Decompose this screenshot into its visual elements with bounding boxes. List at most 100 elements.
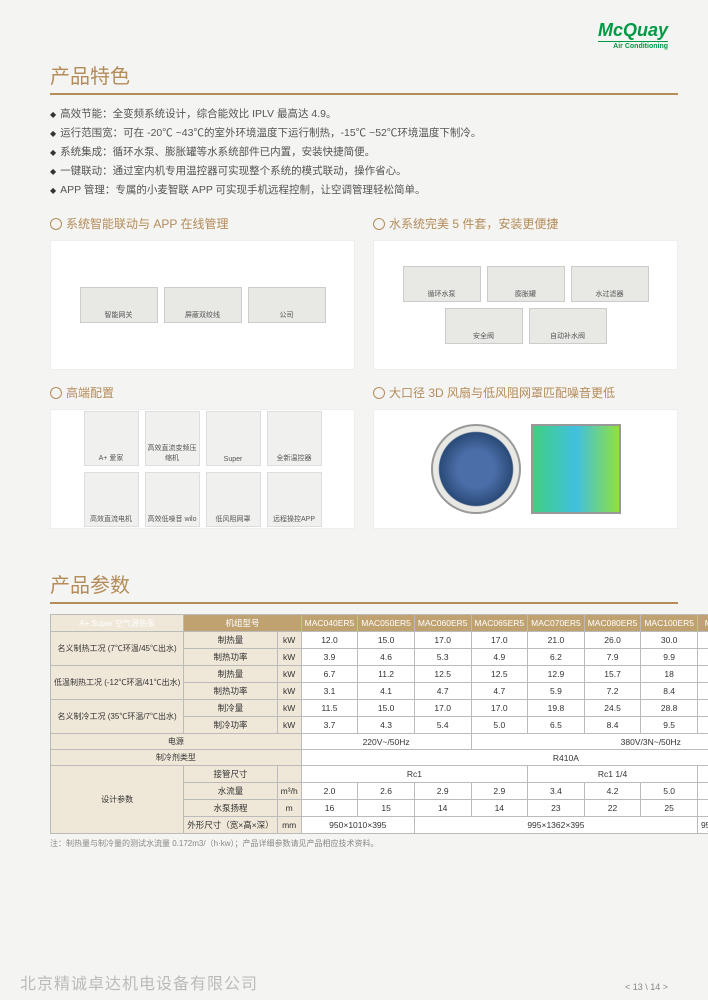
- table-cell: 14: [471, 800, 528, 817]
- table-cell: 9.5: [641, 717, 698, 734]
- table-cell: 2.9: [471, 783, 528, 800]
- feature-bullet: 系统集成：循环水泵、膨胀罐等水系统部件已内置，安装快捷简便。: [50, 143, 678, 162]
- table-cell: 4.9: [471, 649, 528, 666]
- table-cell: 22: [584, 800, 641, 817]
- table-cell: 15.0: [358, 632, 415, 649]
- feature-bullet: 一键联动：通过室内机专用温控器可实现整个系统的模式联动，操作省心。: [50, 162, 678, 181]
- table-cell: 950×1010×395: [301, 817, 414, 834]
- row-name: 制热量: [184, 666, 277, 683]
- system-part: 公司: [248, 287, 326, 323]
- row-name: 制热功率: [184, 683, 277, 700]
- config-item: 高效低噪音 wilo: [145, 472, 200, 527]
- row-unit: kW: [277, 717, 301, 734]
- table-cell: 5.3: [414, 649, 471, 666]
- row-group: 低温制热工况 (-12℃环温/41℃出水): [51, 666, 184, 700]
- table-header-model: MAC060ER5: [414, 615, 471, 632]
- row-unit: kW: [277, 649, 301, 666]
- water-part: 水过滤器: [571, 266, 649, 302]
- table-cell: 2.0: [301, 783, 358, 800]
- config-item: 远程操控APP: [267, 472, 322, 527]
- section-title-spec: 产品参数: [50, 569, 678, 604]
- row-name: 水泵扬程: [184, 800, 277, 817]
- table-header-model: MAC080ER5: [584, 615, 641, 632]
- table-cell: 3.7: [301, 717, 358, 734]
- config-item: A+ 爱家: [84, 411, 139, 466]
- table-cell: 5.4: [414, 717, 471, 734]
- table-cell: 17.0: [414, 700, 471, 717]
- row-design: 设计参数: [51, 766, 184, 834]
- table-cell: 10.8: [697, 649, 708, 666]
- table-cell: 2.9: [414, 783, 471, 800]
- table-cell: Rc1 1/4: [528, 766, 698, 783]
- table-cell: 5.0: [471, 717, 528, 734]
- table-cell: 4.6: [358, 649, 415, 666]
- row-name: 水流量: [184, 783, 277, 800]
- table-cell: 4.3: [358, 717, 415, 734]
- table-cell: 5.9: [528, 683, 585, 700]
- feature-bullet: APP 管理：专属的小麦智联 APP 可实现手机远程控制，让空调管理轻松简单。: [50, 181, 678, 200]
- table-cell: 5.0: [641, 783, 698, 800]
- spec-table: A+ Super 空气源热泵机组型号MAC040ER5MAC050ER5MAC0…: [50, 614, 708, 834]
- table-cell: 21.0: [528, 632, 585, 649]
- row-unit: kW: [277, 666, 301, 683]
- feature-bullet: 高效节能：全变频系统设计，综合能效比 IPLV 最高达 4.9。: [50, 105, 678, 124]
- table-cell: 4.7: [471, 683, 528, 700]
- footnote: 注：制热量与制冷量的测试水流量 0.172m3/（h·kw）；产品详细参数请见产…: [50, 838, 678, 849]
- row-unit: mm: [277, 817, 301, 834]
- water-part: 膨胀罐: [487, 266, 565, 302]
- table-cell: 12.5: [471, 666, 528, 683]
- table-cell: 3.9: [301, 649, 358, 666]
- table-cell: 28.8: [641, 700, 698, 717]
- feature-bullet: 运行范围宽：可在 -20℃ ~43℃的室外环境温度下运行制热，-15℃ ~52℃…: [50, 124, 678, 143]
- row-refrig: 制冷剂类型: [51, 750, 302, 766]
- feature-bullets: 高效节能：全变频系统设计，综合能效比 IPLV 最高达 4.9。运行范围宽：可在…: [50, 105, 678, 199]
- config-item: 低风阻网罩: [206, 472, 261, 527]
- table-header-model: MAC050ER5: [358, 615, 415, 632]
- table-cell: 220V~/50Hz: [301, 734, 471, 750]
- table-cell: 12.9: [528, 666, 585, 683]
- table-cell: 17.0: [414, 632, 471, 649]
- table-cell: 30.0: [641, 632, 698, 649]
- table-cell: R410A: [301, 750, 708, 766]
- table-cell: 4.1: [358, 683, 415, 700]
- table-cell: 16: [301, 800, 358, 817]
- logo-text: McQuay: [598, 20, 668, 41]
- row-name: 接管尺寸: [184, 766, 277, 783]
- water-part: 循环水泵: [403, 266, 481, 302]
- row-group: 名义制热工况 (7℃环温/45℃出水): [51, 632, 184, 666]
- config-item: Super: [206, 411, 261, 466]
- table-cell: 10.4: [697, 717, 708, 734]
- table-cell: 11.2: [358, 666, 415, 683]
- row-name: 制冷功率: [184, 717, 277, 734]
- page-number: < 13 \ 14 >: [625, 982, 668, 992]
- table-cell: 25: [641, 800, 698, 817]
- row-unit: [277, 766, 301, 783]
- table-header-model: MAC065ER5: [471, 615, 528, 632]
- row-unit: m: [277, 800, 301, 817]
- watermark: 北京精诚卓达机电设备有限公司: [20, 970, 258, 994]
- row-unit: kW: [277, 632, 301, 649]
- table-cell: 20: [697, 666, 708, 683]
- row-unit: kW: [277, 683, 301, 700]
- table-cell: 8.4: [584, 717, 641, 734]
- table-cell: 15.7: [584, 666, 641, 683]
- table-cell: Rc1 1/4: [697, 766, 708, 783]
- subtitle-config: 高端配置: [50, 384, 355, 401]
- brand-logo: McQuay Air Conditioning: [598, 20, 668, 50]
- table-cell: 23: [528, 800, 585, 817]
- table-cell: 950×1780×844: [697, 817, 708, 834]
- row-power: 电源: [51, 734, 302, 750]
- table-cell: 24.5: [584, 700, 641, 717]
- table-cell: 18: [641, 666, 698, 683]
- table-cell: 380V/3N~/50Hz: [471, 734, 708, 750]
- config-item: 全新温控器: [267, 411, 322, 466]
- table-cell: 5.8: [697, 783, 708, 800]
- row-name: 制冷量: [184, 700, 277, 717]
- table-cell: 6.7: [301, 666, 358, 683]
- table-cell: 3.1: [301, 683, 358, 700]
- table-cell: 12.0: [301, 632, 358, 649]
- table-cell: 22: [697, 800, 708, 817]
- diagram-fan: [373, 409, 678, 529]
- table-cell: 7.2: [584, 683, 641, 700]
- row-name: 制热量: [184, 632, 277, 649]
